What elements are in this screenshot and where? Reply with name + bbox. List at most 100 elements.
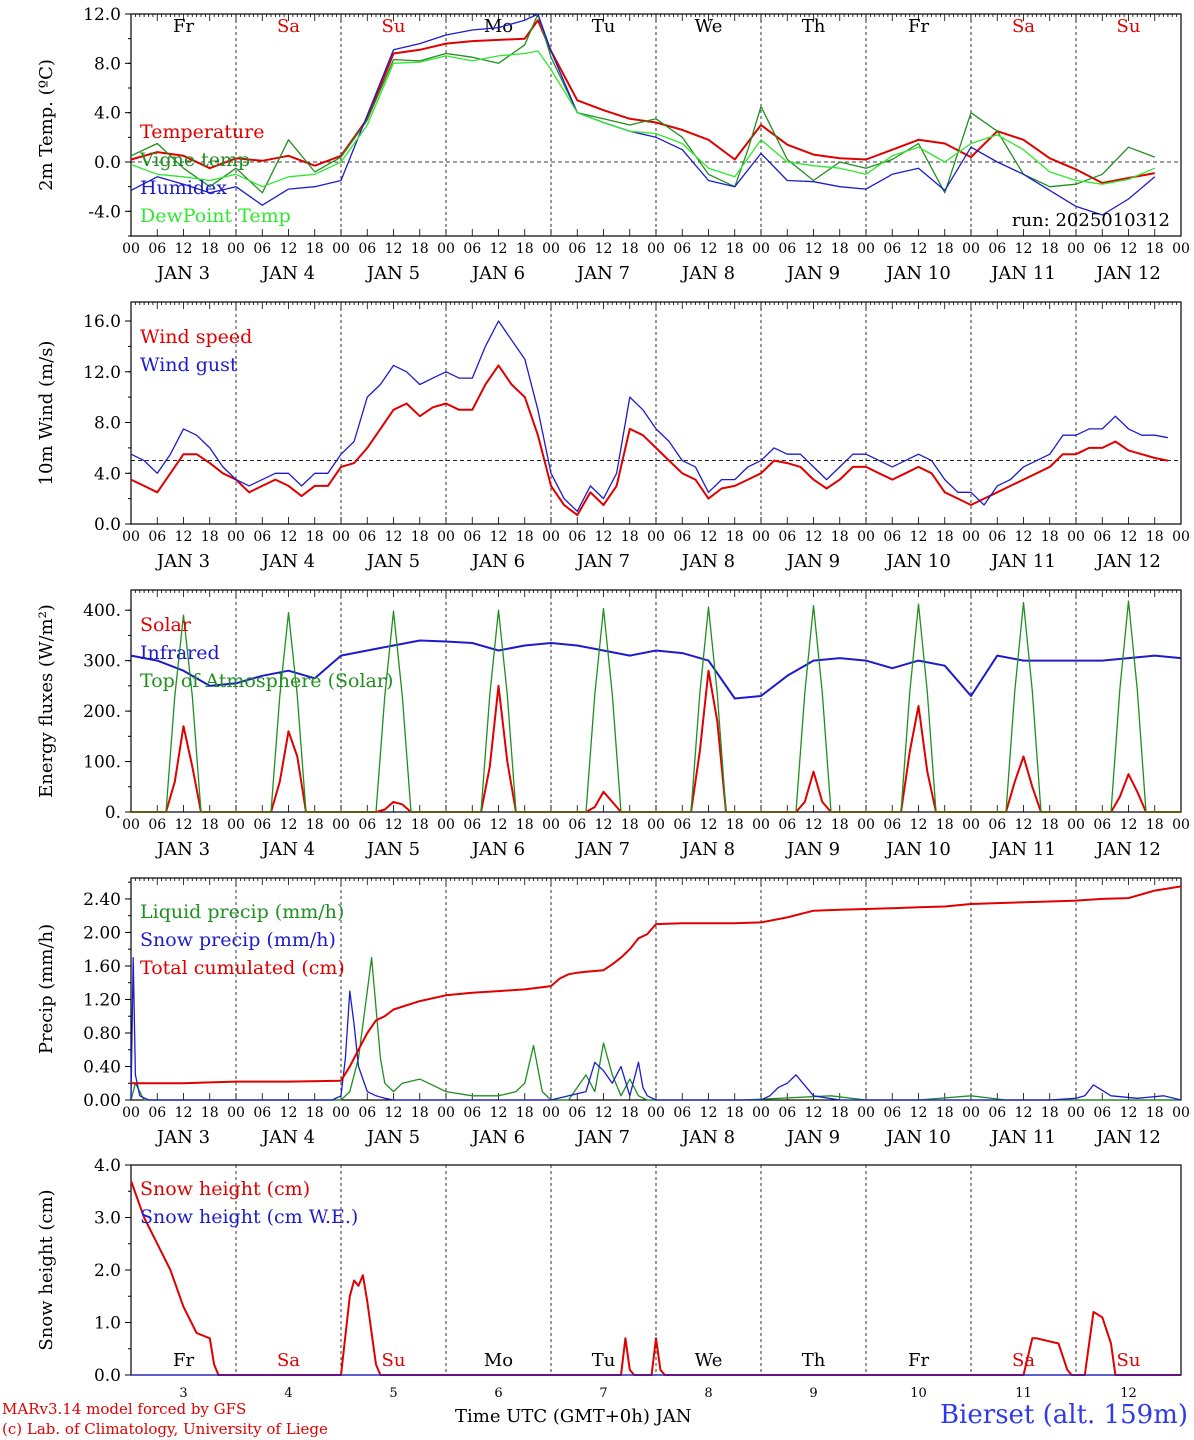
panel-3: 0. 100. 200. 300. 400. Energy fluxes (W/m²) 00… [36, 589, 1190, 860]
x-hour-label: 06 [358, 529, 376, 545]
y-tick-label: 1.0 [94, 1314, 121, 1334]
x-hour-label: 00 [1172, 241, 1190, 257]
x-day-label: JAN 11 [989, 839, 1056, 860]
series-line-dewpoint-temp [130, 50, 1156, 188]
y-tick-label: -4.0 [88, 202, 121, 222]
y-tick-label: 4.0 [94, 104, 121, 124]
x-day-label: 10 [910, 1386, 927, 1401]
x-hour-label: 12 [910, 817, 928, 833]
x-day-label: JAN 3 [155, 551, 210, 572]
x-hour-label: 06 [463, 817, 481, 833]
x-hour-label: 00 [122, 817, 140, 833]
x-hour-label: 18 [516, 1105, 534, 1121]
x-hour-label: 12 [280, 817, 298, 833]
x-hour-label: 06 [148, 529, 166, 545]
weekday-label: Sa [277, 16, 300, 37]
x-day-label: 5 [389, 1386, 397, 1401]
x-hour-label: 00 [227, 529, 245, 545]
x-hour-label: 06 [1093, 817, 1111, 833]
y-axis-label: Energy fluxes (W/m²) [36, 604, 57, 798]
x-day-label: JAN 12 [1094, 263, 1161, 284]
x-hour-label: 06 [1093, 1105, 1111, 1121]
x-hour-label: 00 [752, 529, 770, 545]
x-hour-label: 06 [988, 1105, 1006, 1121]
series-line-total-cumulated-cm [131, 885, 1182, 1085]
x-hour-label: 06 [148, 1105, 166, 1121]
x-day-label: JAN 12 [1094, 551, 1161, 572]
x-hour-label: 00 [332, 817, 350, 833]
weekday-label: Fr [908, 16, 929, 37]
x-hour-label: 00 [542, 529, 560, 545]
x-hour-label: 00 [542, 241, 560, 257]
weekday-label: Sa [277, 1350, 300, 1371]
x-hour-label: 18 [831, 1105, 849, 1121]
x-hour-label: 12 [700, 529, 718, 545]
x-hour-label: 12 [280, 241, 298, 257]
x-hour-label: 00 [1172, 529, 1190, 545]
x-day-label: JAN 5 [365, 1127, 420, 1148]
x-hour-label: 12 [1120, 241, 1138, 257]
x-hour-label: 00 [542, 1105, 560, 1121]
x-hour-label: 18 [621, 1105, 639, 1121]
x-day-label: JAN 12 [1094, 839, 1161, 860]
y-tick-label: 0.0 [94, 1366, 121, 1386]
x-hour-label: 00 [122, 529, 140, 545]
model-credit: MARv3.14 model forced by GFS [2, 1400, 247, 1418]
x-hour-label: 00 [1172, 1105, 1190, 1121]
x-hour-label: 12 [805, 529, 823, 545]
x-day-label: JAN 9 [785, 263, 840, 284]
x-hour-label: 00 [227, 817, 245, 833]
x-hour-label: 06 [988, 241, 1006, 257]
x-hour-label: 12 [490, 1105, 508, 1121]
y-tick-label: 4.0 [94, 1156, 121, 1176]
x-hour-label: 06 [463, 529, 481, 545]
x-hour-label: 12 [280, 1105, 298, 1121]
series-line-vigne-temp [130, 13, 1156, 194]
legend-entry: Infrared [140, 642, 220, 664]
y-tick-label: 0.40 [83, 1057, 121, 1077]
copyright-credit: (c) Lab. of Climatology, University of L… [2, 1420, 328, 1438]
series-line-infrared [130, 639, 1182, 700]
x-hour-label: 06 [883, 241, 901, 257]
legend-entry: Vigne temp [139, 149, 250, 171]
x-hour-label: 06 [673, 1105, 691, 1121]
x-hour-label: 00 [332, 241, 350, 257]
x-hour-label: 18 [201, 241, 219, 257]
weekday-label: We [695, 16, 723, 37]
x-hour-label: 00 [437, 817, 455, 833]
station-name: Bierset (alt. 159m) [939, 1400, 1188, 1430]
y-tick-label: 3.0 [94, 1209, 121, 1229]
x-hour-label: 18 [306, 817, 324, 833]
x-day-label: JAN 4 [260, 263, 315, 284]
x-hour-label: 00 [962, 1105, 980, 1121]
x-hour-label: 12 [385, 1105, 403, 1121]
x-hour-label: 06 [778, 529, 796, 545]
x-hour-label: 18 [936, 817, 954, 833]
legend-entry: Snow height (cm) [140, 1178, 310, 1200]
series-line-humidex [130, 13, 1156, 216]
x-hour-label: 12 [1015, 529, 1033, 545]
x-day-label: JAN 5 [365, 263, 420, 284]
weekday-label: Su [382, 1350, 406, 1371]
x-hour-label: 00 [962, 817, 980, 833]
weekday-label: Tu [592, 16, 616, 37]
weekday-label: Fr [173, 1350, 194, 1371]
x-day-label: 8 [704, 1386, 712, 1401]
weekday-label: We [695, 1350, 723, 1371]
x-hour-label: 18 [1041, 1105, 1059, 1121]
x-hour-label: 00 [1067, 529, 1085, 545]
x-hour-label: 00 [857, 817, 875, 833]
run-label: run: 2025010312 [1012, 210, 1170, 231]
x-hour-label: 06 [568, 817, 586, 833]
weekday-label: Su [1117, 16, 1141, 37]
x-hour-label: 06 [253, 817, 271, 833]
x-hour-label: 12 [490, 817, 508, 833]
panel-1: -4.0 0.0 4.0 8.0 12.0 2m Temp. (ºC) 00 06 12 18 00… [36, 5, 1190, 284]
x-hour-label: 06 [148, 241, 166, 257]
x-hour-label: 18 [516, 241, 534, 257]
x-hour-label: 12 [490, 529, 508, 545]
x-day-label: JAN 9 [785, 551, 840, 572]
x-hour-label: 06 [673, 817, 691, 833]
x-hour-label: 18 [201, 817, 219, 833]
x-hour-label: 12 [1015, 1105, 1033, 1121]
